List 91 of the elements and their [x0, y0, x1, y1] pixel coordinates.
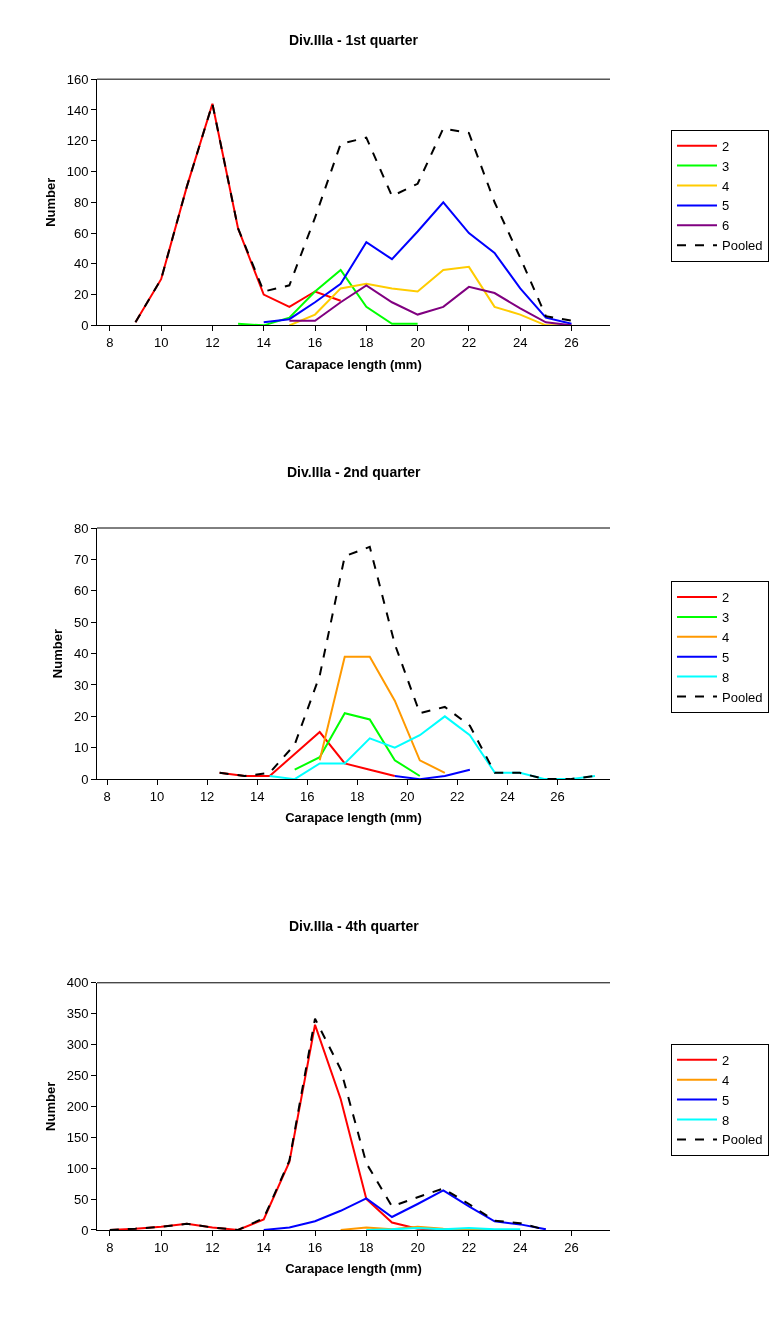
- x-tick-label: 24: [512, 1239, 528, 1255]
- legend-label: 3: [722, 609, 730, 625]
- y-tick-label: 0: [81, 1222, 89, 1238]
- x-tick-label: 22: [450, 788, 465, 804]
- x-tick-label: 12: [205, 1239, 220, 1255]
- y-tick-label: 10: [73, 740, 89, 756]
- y-tick-label: 60: [73, 225, 89, 241]
- y-tick-label: 80: [73, 194, 89, 210]
- legend-label: 8: [722, 1112, 730, 1128]
- x-tick-label: 12: [205, 334, 220, 350]
- chart-title: Div.IIIa - 1st quarter: [289, 32, 419, 48]
- legend-label: 2: [722, 1052, 730, 1068]
- x-axis-title: Carapace length (mm): [285, 356, 422, 372]
- line-series: [318, 655, 446, 774]
- x-tick-label: 20: [400, 788, 415, 804]
- x-tick-label: 20: [410, 1239, 425, 1255]
- x-tick-label: 20: [410, 334, 425, 350]
- x-axis-title: Carapace length (mm): [285, 810, 422, 826]
- y-tick-label: 20: [73, 708, 89, 724]
- legend-label: 4: [722, 178, 730, 194]
- y-tick-label: 100: [66, 1160, 89, 1176]
- y-tick-label: 200: [66, 1098, 89, 1114]
- y-tick-label: 0: [81, 771, 89, 787]
- legend-label: 8: [722, 669, 730, 685]
- chart-title: Div.IIIa - 2nd quarter: [287, 464, 422, 480]
- x-tick-label: 8: [103, 788, 111, 804]
- x-tick-label: 8: [106, 334, 114, 350]
- y-tick-label: 150: [66, 1129, 89, 1145]
- x-tick-label: 14: [249, 788, 265, 804]
- y-tick-label: 300: [66, 1037, 89, 1053]
- x-tick-label: 8: [106, 1239, 114, 1255]
- x-tick-label: 10: [153, 1239, 169, 1255]
- x-tick-label: 18: [359, 334, 374, 350]
- y-tick-label: 140: [66, 102, 89, 118]
- y-tick-label: 400: [66, 975, 89, 991]
- line-series: [262, 201, 573, 325]
- legend-label: 3: [722, 158, 730, 174]
- x-tick-label: 26: [564, 334, 579, 350]
- legend-label: 5: [722, 1092, 730, 1108]
- y-tick-label: 250: [66, 1068, 89, 1084]
- x-tick-label: 10: [153, 334, 169, 350]
- y-tick-label: 160: [66, 71, 89, 87]
- x-tick-label: 24: [512, 334, 528, 350]
- y-tick-label: 60: [73, 583, 89, 599]
- y-tick-label: 40: [73, 256, 89, 272]
- x-tick-label: 16: [299, 788, 315, 804]
- line-series: [237, 268, 419, 326]
- chart-title: Div.IIIa - 4th quarter: [289, 918, 420, 934]
- y-tick-label: 70: [73, 551, 89, 567]
- y-tick-label: 20: [73, 287, 89, 303]
- x-tick-label: 14: [256, 1239, 271, 1255]
- x-axis-title: Carapace length (mm): [285, 1261, 422, 1277]
- x-tick-label: 14: [256, 334, 271, 350]
- legend-label: 5: [722, 649, 730, 665]
- legend-label: 6: [722, 218, 730, 234]
- x-tick-label: 16: [307, 1239, 323, 1255]
- y-tick-label: 0: [81, 317, 89, 333]
- y-tick-label: 50: [73, 1191, 89, 1207]
- legend-label: 4: [722, 1072, 730, 1088]
- line-series: [262, 1189, 547, 1230]
- legend-label: Pooled: [722, 238, 763, 254]
- y-axis-title: Number: [42, 1081, 58, 1131]
- line-series: [293, 712, 421, 777]
- x-tick-label: 18: [359, 1239, 374, 1255]
- x-tick-label: 22: [461, 1239, 477, 1255]
- x-tick-label: 26: [564, 1239, 579, 1255]
- y-tick-label: 350: [66, 1006, 89, 1022]
- y-tick-label: 50: [73, 614, 89, 630]
- y-axis-title: Number: [49, 629, 65, 679]
- line-series: [134, 102, 573, 324]
- y-tick-label: 30: [73, 677, 89, 693]
- line-series: [288, 284, 573, 326]
- legend-label: Pooled: [722, 1132, 763, 1148]
- y-tick-label: 40: [73, 646, 89, 662]
- y-tick-label: 120: [66, 133, 89, 149]
- x-tick-label: 24: [500, 788, 515, 804]
- x-tick-label: 22: [461, 334, 477, 350]
- legend-label: Pooled: [722, 689, 763, 705]
- x-tick-label: 18: [350, 788, 365, 804]
- x-tick-label: 12: [199, 788, 215, 804]
- legend-label: 2: [722, 138, 730, 154]
- y-tick-label: 100: [66, 164, 89, 180]
- line-series: [268, 715, 596, 780]
- y-axis-title: Number: [42, 177, 58, 227]
- x-tick-label: 26: [550, 788, 565, 804]
- x-tick-label: 10: [149, 788, 165, 804]
- x-tick-label: 16: [307, 334, 323, 350]
- legend-label: 4: [722, 629, 730, 645]
- legend-label: 2: [722, 590, 730, 606]
- y-tick-label: 80: [73, 520, 89, 536]
- legend-label: 5: [722, 198, 730, 214]
